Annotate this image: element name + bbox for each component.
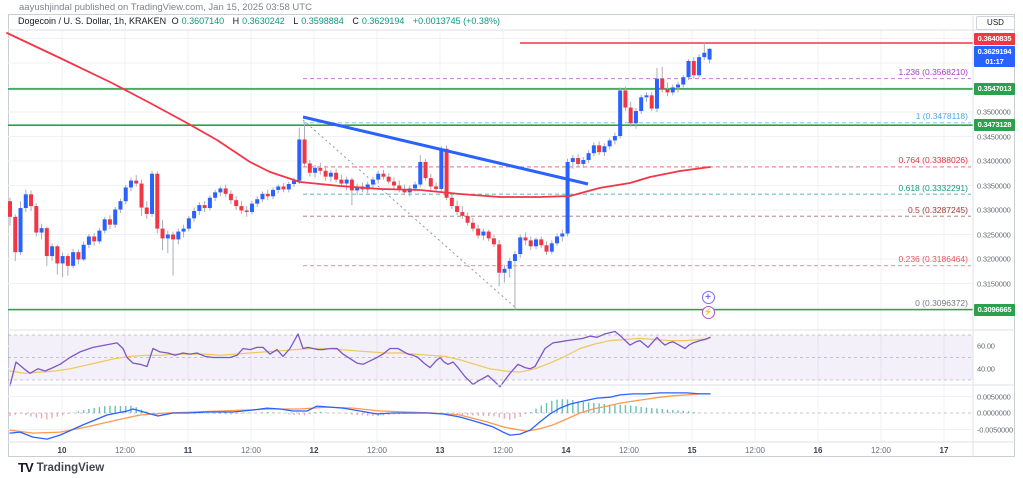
tradingview-logo[interactable]: TV TradingView xyxy=(18,460,104,475)
ohlc-high-value: 0.3630242 xyxy=(242,16,285,26)
publish-watermark: aayushjindal published on TradingView.co… xyxy=(19,2,312,13)
ohlc-high-label: H xyxy=(232,16,240,26)
tradingview-logo-icon: TV xyxy=(18,460,34,475)
ohlc-close-value: 0.3629194 xyxy=(361,16,405,26)
change-value: +0.0013745 (+0.38%) xyxy=(412,16,500,26)
ohlc-open-value: 0.3607140 xyxy=(181,16,225,26)
currency-chip[interactable]: USD xyxy=(976,16,1015,30)
symbol-title: Dogecoin / U. S. Dollar, 1h, KRAKEN xyxy=(18,16,167,26)
quick-trade-icon[interactable]: ⚡ xyxy=(701,305,715,319)
add-alert-icon[interactable]: + xyxy=(701,290,715,304)
tradingview-logo-text: TradingView xyxy=(36,461,105,474)
price-scale[interactable] xyxy=(973,14,1015,457)
ohlc-close-label: C xyxy=(352,16,359,26)
symbol-legend[interactable]: Dogecoin / U. S. Dollar, 1h, KRAKEN O 0.3… xyxy=(18,16,503,29)
ohlc-low-value: 0.3598884 xyxy=(301,16,344,26)
ohlc-open-label: O xyxy=(171,16,179,26)
ohlc-low-label: L xyxy=(293,16,299,26)
